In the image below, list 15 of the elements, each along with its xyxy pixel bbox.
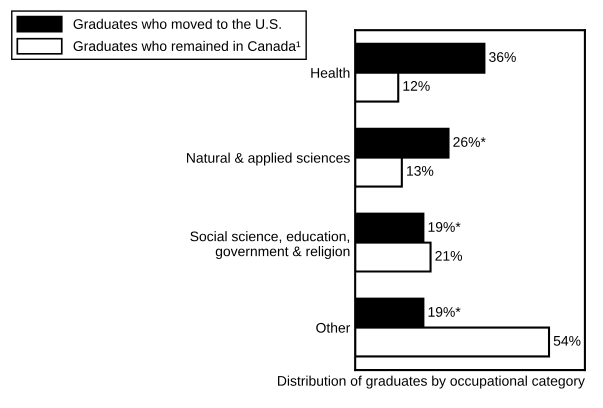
legend-label: Graduates who moved to the U.S. <box>74 18 281 29</box>
legend-label: Graduates who remained in Canada¹ <box>74 40 300 52</box>
y-tick-label: Health <box>311 68 350 78</box>
data-label: 36% <box>489 52 516 62</box>
data-label: 13% <box>407 166 434 176</box>
y-tick-label: Social science, education, government & religion <box>190 231 350 260</box>
y-tick-label: Natural & applied sciences <box>187 152 350 166</box>
x-axis-title: Distribution of graduates by occupational category <box>278 376 585 389</box>
data-label: 19%* <box>428 307 461 317</box>
data-label: 54% <box>554 336 580 346</box>
data-label: 19%* <box>428 222 461 232</box>
y-tick-label: Other <box>316 322 350 333</box>
data-label: 26%* <box>453 137 486 147</box>
data-label: 21% <box>435 250 462 261</box>
data-label: 12% <box>403 81 430 91</box>
